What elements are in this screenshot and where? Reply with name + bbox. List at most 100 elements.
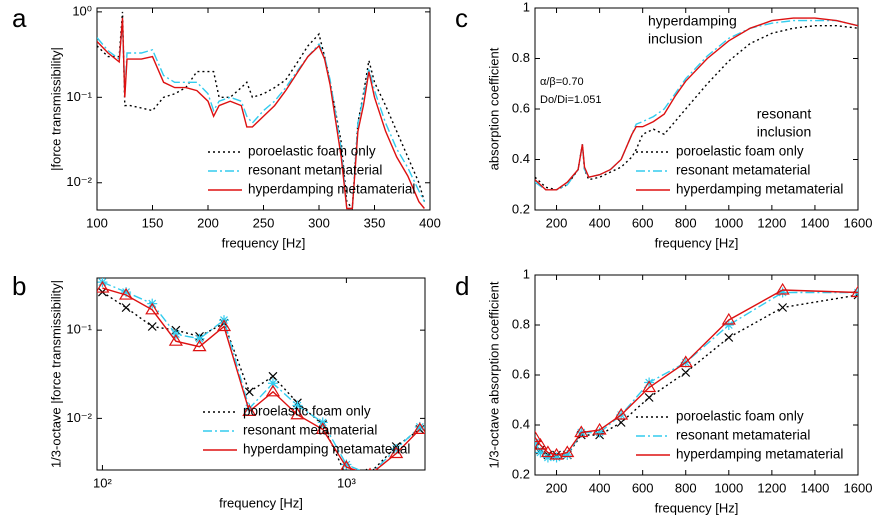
x-axis-title: frequency [Hz] (219, 495, 303, 510)
marker-triangle (412, 422, 425, 435)
legend-label: poroelastic foam only (248, 144, 376, 159)
y-axis-title: 1/3-octave |force transmissibility| (48, 280, 63, 468)
series-line (535, 289, 858, 456)
plot-data (535, 282, 858, 463)
x-tick-label: 400 (589, 480, 611, 495)
marker-star (369, 469, 371, 470)
x-tick-label: 600 (632, 215, 654, 230)
series-line (535, 17, 858, 191)
y-axis-title: absorption coefficient (486, 47, 501, 170)
y-tick-label: 0.6 (512, 100, 530, 115)
panel-label: d (455, 271, 469, 301)
marker-triangle (119, 287, 134, 300)
x-tick-label: 200 (546, 215, 568, 230)
y-tick-label: 10⁻² (66, 174, 92, 189)
marker-star (542, 452, 553, 463)
marker-triangle (614, 407, 629, 420)
y-tick-label: 0.8 (512, 316, 530, 331)
marker-triangle (574, 425, 589, 438)
x-tick-label: 400 (589, 215, 611, 230)
marker-triangle (265, 384, 281, 397)
x-tick-label: 800 (675, 215, 697, 230)
marker-triangle (560, 445, 575, 458)
marker-triangle (168, 334, 183, 346)
plot-area (534, 274, 859, 476)
x-tick-label: 200 (546, 480, 568, 495)
legend-label: resonant metamaterial (243, 423, 377, 438)
marker-star (267, 378, 278, 389)
panel-label: a (12, 3, 27, 33)
legend-label: resonant metamaterial (248, 163, 382, 178)
y-tick-label: 1 (523, 0, 530, 14)
marker-star (292, 400, 303, 411)
marker-x (268, 371, 278, 381)
marker-triangle (389, 446, 404, 459)
annotation: inclusion (757, 124, 811, 140)
y-tick-label: 10⁰ (72, 3, 92, 18)
marker-star (341, 459, 352, 470)
legend-label: poroelastic foam only (676, 144, 804, 159)
y-tick-label: 0.4 (512, 416, 530, 431)
y-tick-label: 10⁻¹ (66, 89, 92, 104)
x-tick-label: 10² (93, 475, 112, 490)
x-tick-label: 1200 (757, 215, 786, 230)
marker-triangle (216, 319, 232, 332)
y-tick-label: 0.4 (512, 151, 530, 166)
legend-label: hyperdamping metamaterial (243, 442, 410, 457)
x-tick-label: 1600 (844, 480, 873, 495)
x-tick-label: 1600 (844, 215, 873, 230)
plot-data (97, 278, 425, 470)
annotation: hyperdamping (648, 13, 737, 29)
legend-label: resonant metamaterial (676, 428, 810, 443)
series-line (102, 281, 421, 470)
marker-triangle (145, 302, 160, 315)
marker-star (194, 333, 205, 344)
series-line (97, 17, 425, 210)
x-tick-label: 10³ (337, 475, 356, 490)
y-tick-label: 0.6 (512, 366, 530, 381)
y-tick-label: 0.8 (512, 50, 530, 65)
legend-label: hyperdamping metamaterial (248, 182, 415, 197)
marker-triangle (97, 280, 110, 293)
marker-x (244, 387, 254, 397)
marker-star (723, 320, 734, 330)
marker-triangle (850, 285, 858, 298)
x-tick-label: 100 (86, 215, 108, 230)
x-tick-label: 1400 (800, 215, 829, 230)
marker-triangle (540, 445, 555, 458)
x-tick-label: 600 (632, 480, 654, 495)
marker-triangle (642, 380, 657, 393)
plot-data (97, 11, 426, 210)
x-tick-label: 250 (253, 215, 275, 230)
annotation: resonant (757, 106, 812, 122)
panel-label: b (12, 271, 26, 301)
marker-x (616, 418, 626, 427)
series-line (97, 11, 426, 210)
x-tick-label: 350 (364, 215, 386, 230)
marker-x (644, 393, 654, 402)
x-axis-title: frequency [Hz] (655, 500, 739, 515)
x-tick-label: 1400 (800, 480, 829, 495)
marker-triangle (192, 339, 207, 352)
marker-star (777, 287, 788, 298)
marker-star (594, 427, 605, 438)
marker-star (391, 443, 402, 454)
x-tick-label: 150 (142, 215, 164, 230)
y-axis-title: |force transmissibility| (48, 47, 63, 171)
marker-triangle (535, 430, 543, 443)
legend-label: hyperdamping metamaterial (676, 182, 843, 197)
marker-triangle (678, 355, 693, 368)
marker-star (551, 452, 562, 463)
marker-x (147, 322, 157, 331)
y-tick-label: 10⁻¹ (66, 322, 92, 337)
legend-label: hyperdamping metamaterial (676, 447, 843, 462)
x-tick-label: 200 (197, 215, 219, 230)
y-tick-label: 10⁻² (66, 410, 92, 425)
marker-triangle (535, 437, 548, 450)
x-tick-label: 300 (308, 215, 330, 230)
marker-triangle (242, 404, 257, 416)
legend-label: poroelastic foam only (243, 404, 371, 419)
x-axis-title: frequency [Hz] (655, 235, 739, 250)
x-tick-label: 1200 (757, 480, 786, 495)
marker-triangle (721, 312, 736, 325)
